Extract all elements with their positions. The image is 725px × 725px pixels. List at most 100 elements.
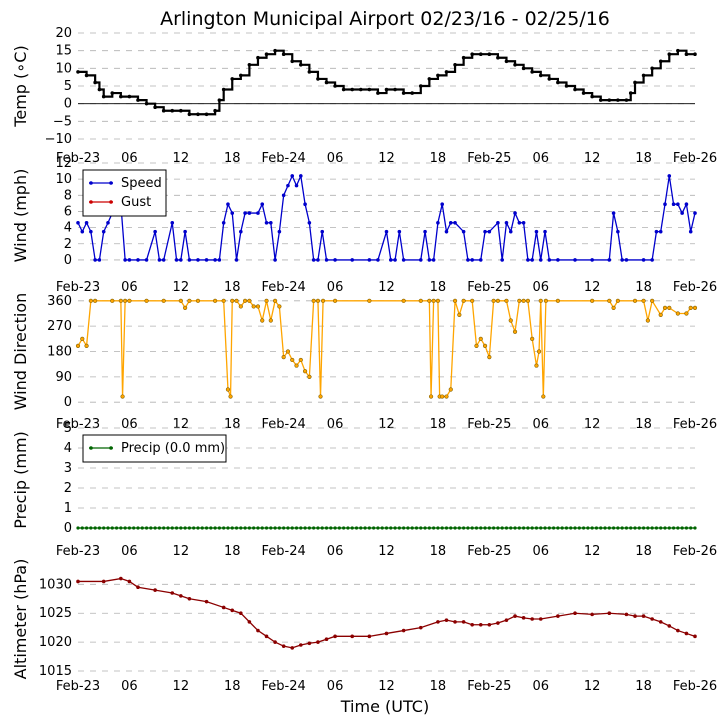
data-point-direction xyxy=(474,343,479,348)
xtick-label-wind-2: 12 xyxy=(173,280,190,295)
data-point-temp xyxy=(273,48,277,53)
data-point-altimeter xyxy=(513,614,517,618)
data-point-precip xyxy=(277,526,281,530)
xtick-label-temp-4: Feb-24 xyxy=(262,151,306,166)
data-point-temp xyxy=(616,98,620,102)
data-point-temp xyxy=(290,59,295,64)
xtick-label-direction-12: Feb-26 xyxy=(673,417,717,432)
data-point-direction xyxy=(221,298,226,303)
data-point-wind xyxy=(170,220,175,225)
data-point-temp xyxy=(538,73,543,78)
data-point-precip xyxy=(492,526,496,530)
data-point-altimeter xyxy=(127,579,132,584)
data-point-temp xyxy=(333,84,337,88)
data-point-precip xyxy=(603,526,607,530)
data-point-precip xyxy=(243,526,247,530)
data-point-temp xyxy=(418,84,423,88)
data-point-altimeter xyxy=(367,634,372,639)
data-point-precip xyxy=(633,526,637,530)
data-point-precip xyxy=(84,526,89,530)
data-point-wind xyxy=(547,258,552,262)
data-point-precip xyxy=(179,526,183,530)
data-point-precip xyxy=(654,526,659,530)
data-point-temp xyxy=(307,70,312,74)
data-point-temp xyxy=(504,59,509,64)
data-point-direction xyxy=(517,298,522,303)
data-point-altimeter xyxy=(676,628,680,633)
data-point-precip xyxy=(230,526,234,530)
data-point-direction xyxy=(607,298,612,303)
data-point-wind xyxy=(688,229,693,234)
legend-marker-wind-1 xyxy=(89,200,93,204)
legend-marker-precip-0 xyxy=(89,446,93,450)
data-point-precip xyxy=(594,526,599,530)
data-point-direction xyxy=(525,298,530,303)
data-point-temp xyxy=(496,55,500,60)
data-point-wind xyxy=(350,258,355,262)
series-line-wind-0 xyxy=(77,173,696,261)
data-point-wind xyxy=(500,258,504,262)
data-point-precip xyxy=(539,526,543,530)
data-point-precip xyxy=(500,526,504,530)
data-point-wind xyxy=(658,229,663,234)
data-point-wind xyxy=(534,229,539,234)
data-point-direction xyxy=(418,298,423,303)
data-point-precip xyxy=(76,526,80,530)
data-point-altimeter xyxy=(556,614,560,618)
data-point-wind xyxy=(423,229,427,234)
data-point-direction xyxy=(662,305,668,310)
data-point-wind xyxy=(294,183,299,188)
data-point-altimeter xyxy=(170,591,175,595)
data-point-altimeter xyxy=(641,614,646,618)
data-point-altimeter xyxy=(496,621,500,625)
data-point-direction xyxy=(178,298,183,303)
data-point-precip xyxy=(213,526,217,530)
data-point-temp xyxy=(127,94,132,99)
data-point-temp xyxy=(676,48,680,53)
data-point-wind xyxy=(607,258,612,262)
data-point-wind xyxy=(513,211,517,215)
data-point-wind xyxy=(526,258,530,262)
data-point-precip xyxy=(367,526,371,530)
data-point-wind xyxy=(444,229,449,234)
data-point-precip xyxy=(149,526,153,530)
data-point-precip xyxy=(290,526,294,530)
data-point-precip xyxy=(406,526,410,530)
ytick-label-altimeter-0: 1030 xyxy=(39,577,72,592)
xtick-label-altimeter-11: 18 xyxy=(635,679,652,694)
data-point-direction xyxy=(675,311,680,316)
xtick-label-wind-7: 18 xyxy=(430,280,447,295)
data-point-precip xyxy=(153,526,157,530)
data-point-wind xyxy=(311,258,316,262)
ytick-label-temp-0: 20 xyxy=(55,26,72,41)
data-point-temp xyxy=(478,52,483,57)
data-point-temp xyxy=(350,87,355,92)
panel-direction: 360 270 180 90 0 Wind Direction Feb-23 06 12 18 Fe… xyxy=(11,293,717,432)
ytick-label-wind-5: 2 xyxy=(64,237,72,252)
data-point-wind xyxy=(393,258,397,262)
data-point-direction xyxy=(264,298,269,303)
data-point-direction xyxy=(555,298,560,303)
chart-title: Arlington Municipal Airport 02/23/16 - 0… xyxy=(160,8,610,30)
data-point-wind xyxy=(307,220,312,225)
data-point-direction xyxy=(641,298,646,303)
xtick-label-precip-2: 12 xyxy=(173,544,190,559)
data-point-wind xyxy=(543,229,547,234)
data-point-wind xyxy=(461,229,466,234)
data-point-precip xyxy=(174,526,179,530)
data-point-temp xyxy=(470,52,474,57)
data-point-wind xyxy=(320,229,325,234)
data-point-altimeter xyxy=(504,618,509,622)
xtick-label-direction-11: 18 xyxy=(635,417,652,432)
xtick-label-temp-7: 18 xyxy=(430,151,447,166)
data-point-direction xyxy=(110,298,115,303)
ytick-label-precip-1: 4 xyxy=(64,441,72,456)
data-point-direction xyxy=(307,374,312,379)
data-point-precip xyxy=(333,526,337,530)
data-point-precip xyxy=(444,526,449,530)
data-point-precip xyxy=(513,526,517,530)
data-point-altimeter xyxy=(693,634,697,639)
data-point-direction xyxy=(228,394,233,399)
data-point-precip xyxy=(363,526,367,530)
